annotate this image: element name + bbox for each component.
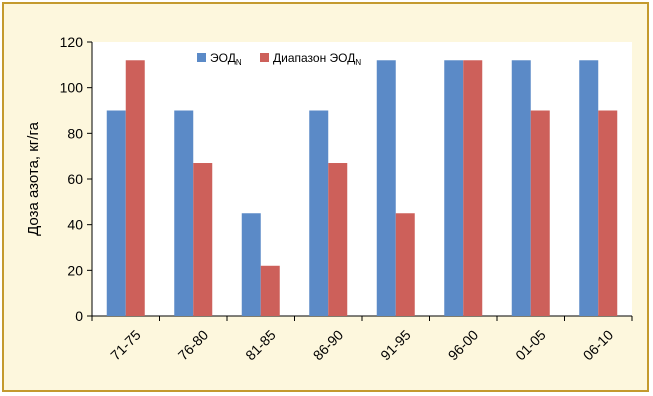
bar-series-2-81-85 bbox=[260, 265, 280, 316]
bar-series-1-81-85 bbox=[241, 213, 261, 316]
legend-sub-series-1: N bbox=[236, 58, 242, 67]
x-tick-label: 06-10 bbox=[580, 327, 617, 364]
y-tick-label: 40 bbox=[67, 217, 83, 233]
bar-series-1-76-80 bbox=[174, 110, 194, 316]
legend-name-series-1: ЭОД bbox=[210, 51, 236, 65]
plot-area bbox=[92, 42, 632, 316]
x-tick-label: 71-75 bbox=[107, 327, 144, 364]
bar-series-2-06-10 bbox=[598, 110, 618, 316]
bar-series-1-71-75 bbox=[106, 110, 126, 316]
legend-sub-series-2: N bbox=[355, 58, 361, 67]
y-axis-label: Доза азота, кг/га bbox=[25, 121, 42, 236]
legend-label-series-2: Диапазон ЭОДN bbox=[273, 51, 361, 67]
x-tick-label: 91-95 bbox=[377, 327, 414, 364]
x-tick-label: 81-85 bbox=[242, 327, 279, 364]
x-tick-label: 86-90 bbox=[310, 327, 347, 364]
bar-series-1-06-10 bbox=[579, 60, 599, 317]
bar-series-1-91-95 bbox=[376, 60, 396, 317]
bar-series-2-96-00 bbox=[463, 60, 483, 317]
y-tick-label: 120 bbox=[60, 34, 84, 50]
x-tick-label: 96-00 bbox=[445, 327, 482, 364]
y-tick-label: 0 bbox=[75, 308, 83, 324]
legend-swatch-series-1 bbox=[197, 53, 206, 62]
legend-name-series-2: Диапазон ЭОД bbox=[273, 51, 355, 65]
legend: ЭОДN Диапазон ЭОДN bbox=[197, 51, 361, 67]
y-tick-label: 20 bbox=[67, 262, 83, 278]
y-tick-label: 80 bbox=[67, 125, 83, 141]
bar-series-1-86-90 bbox=[309, 110, 329, 316]
x-tick-label: 01-05 bbox=[512, 327, 549, 364]
bar-chart: 0 20 40 60 80 100 120 71-75 76-80 81-85 86-90 91-95… bbox=[25, 34, 633, 364]
bar-series-1-96-00 bbox=[444, 60, 464, 317]
bar-series-2-91-95 bbox=[395, 213, 415, 316]
chart-frame: 0 20 40 60 80 100 120 71-75 76-80 81-85 86-90 91-95… bbox=[2, 2, 649, 392]
bar-series-2-86-90 bbox=[328, 163, 348, 316]
bars-group bbox=[106, 60, 618, 317]
x-tick-label: 76-80 bbox=[175, 327, 212, 364]
bar-series-2-76-80 bbox=[193, 163, 213, 316]
bar-series-1-01-05 bbox=[511, 60, 531, 317]
y-tick-label: 100 bbox=[60, 80, 84, 96]
bar-series-2-01-05 bbox=[530, 110, 550, 316]
legend-swatch-series-2 bbox=[260, 53, 269, 62]
bar-series-2-71-75 bbox=[125, 60, 145, 317]
y-tick-label: 60 bbox=[67, 171, 83, 187]
legend-label-series-1: ЭОДN bbox=[210, 51, 242, 67]
